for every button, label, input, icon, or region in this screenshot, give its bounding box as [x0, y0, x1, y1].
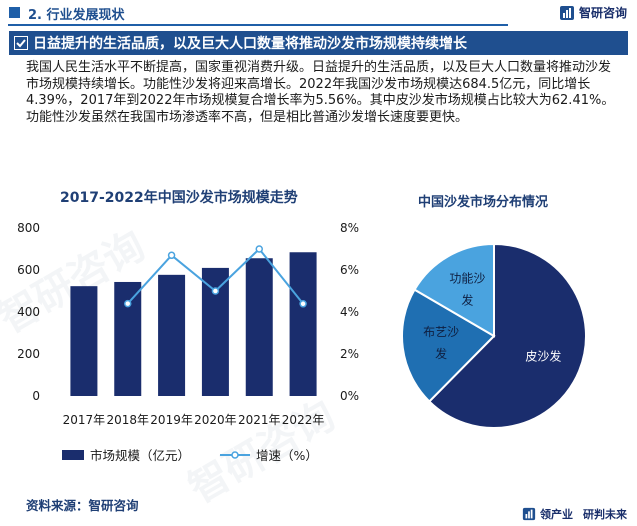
growth-rate-point [167, 251, 176, 260]
x-tick-label: 2022年 [282, 413, 325, 427]
y-right-tick-label: 2% [340, 347, 359, 361]
footer-brand-part1: 领产业 [540, 508, 573, 521]
growth-rate-point [299, 300, 307, 308]
y-left-tick-label: 800 [17, 221, 40, 235]
bar [114, 281, 142, 396]
y-left-tick-label: 0 [32, 389, 40, 403]
square-icon [9, 7, 20, 18]
growth-rate-point [211, 287, 220, 295]
bar [201, 267, 229, 396]
bar [245, 258, 273, 396]
x-tick-label: 2020年 [194, 413, 237, 427]
section-title: 2. 行业发展现状 [28, 8, 125, 23]
footer-brand: 领产业 研判未来 [522, 506, 627, 522]
y-right-tick-label: 6% [340, 263, 359, 277]
bar-chart-title: 2017-2022年中国沙发市场规模走势 [60, 190, 298, 206]
header-divider [8, 24, 508, 26]
bar [289, 252, 317, 396]
pie-slice-label: 功能沙发 [449, 272, 485, 308]
headline-banner: 日益提升的生活品质，以及巨大人口数量将推动沙发市场规模持续增长 [9, 31, 628, 55]
x-tick-label: 2019年 [150, 413, 193, 427]
footer-brand-part2: 研判未来 [583, 508, 627, 521]
x-tick-label: 2017年 [63, 413, 106, 427]
bar [70, 286, 98, 396]
pie-slice [401, 288, 496, 403]
legend-bar-swatch [62, 449, 84, 460]
pie-chart-title: 中国沙发市场分布情况 [418, 195, 549, 210]
pie-slice [413, 242, 495, 338]
growth-rate-point [255, 245, 263, 253]
pie-slice-label: 布艺沙发 [423, 325, 459, 361]
y-right-tick-label: 4% [340, 305, 359, 319]
bar [158, 274, 186, 396]
x-tick-label: 2018年 [106, 413, 149, 427]
legend-line-swatch [220, 450, 251, 459]
y-right-tick-label: 8% [340, 221, 359, 235]
market-distribution-pie: 皮沙发 布艺沙发 功能沙发 [401, 242, 587, 429]
brand-logo-icon [522, 507, 536, 521]
legend-line-label: 增速（%） [256, 448, 318, 463]
headline-text: 日益提升的生活品质，以及巨大人口数量将推动沙发市场规模持续增长 [33, 36, 467, 52]
chart-legend: 市场规模（亿元） 增速（%） [62, 445, 318, 464]
check-icon [9, 31, 33, 55]
data-source: 资料来源：智研咨询 [26, 498, 139, 513]
y-left-tick-label: 600 [17, 263, 40, 277]
growth-rate-point [124, 299, 132, 308]
pie-slice-label: 皮沙发 [525, 348, 561, 363]
x-tick-label: 2021年 [238, 413, 281, 427]
pie-slice [427, 242, 587, 429]
section-header: 2. 行业发展现状 智研咨询 [0, 0, 637, 26]
y-left-tick-label: 400 [17, 305, 40, 319]
y-left-tick-label: 200 [17, 347, 40, 361]
body-paragraph: 我国人民生活水平不断提高，国家重视消费升级。日益提升的生活品质，以及巨大人口数量… [26, 60, 615, 125]
brand-logo-icon [559, 5, 574, 20]
legend-bar-label: 市场规模（亿元） [90, 448, 191, 463]
brand-logo-group: 智研咨询 [559, 4, 627, 21]
y-right-tick-label: 0% [340, 389, 359, 403]
brand-name: 智研咨询 [578, 6, 627, 20]
